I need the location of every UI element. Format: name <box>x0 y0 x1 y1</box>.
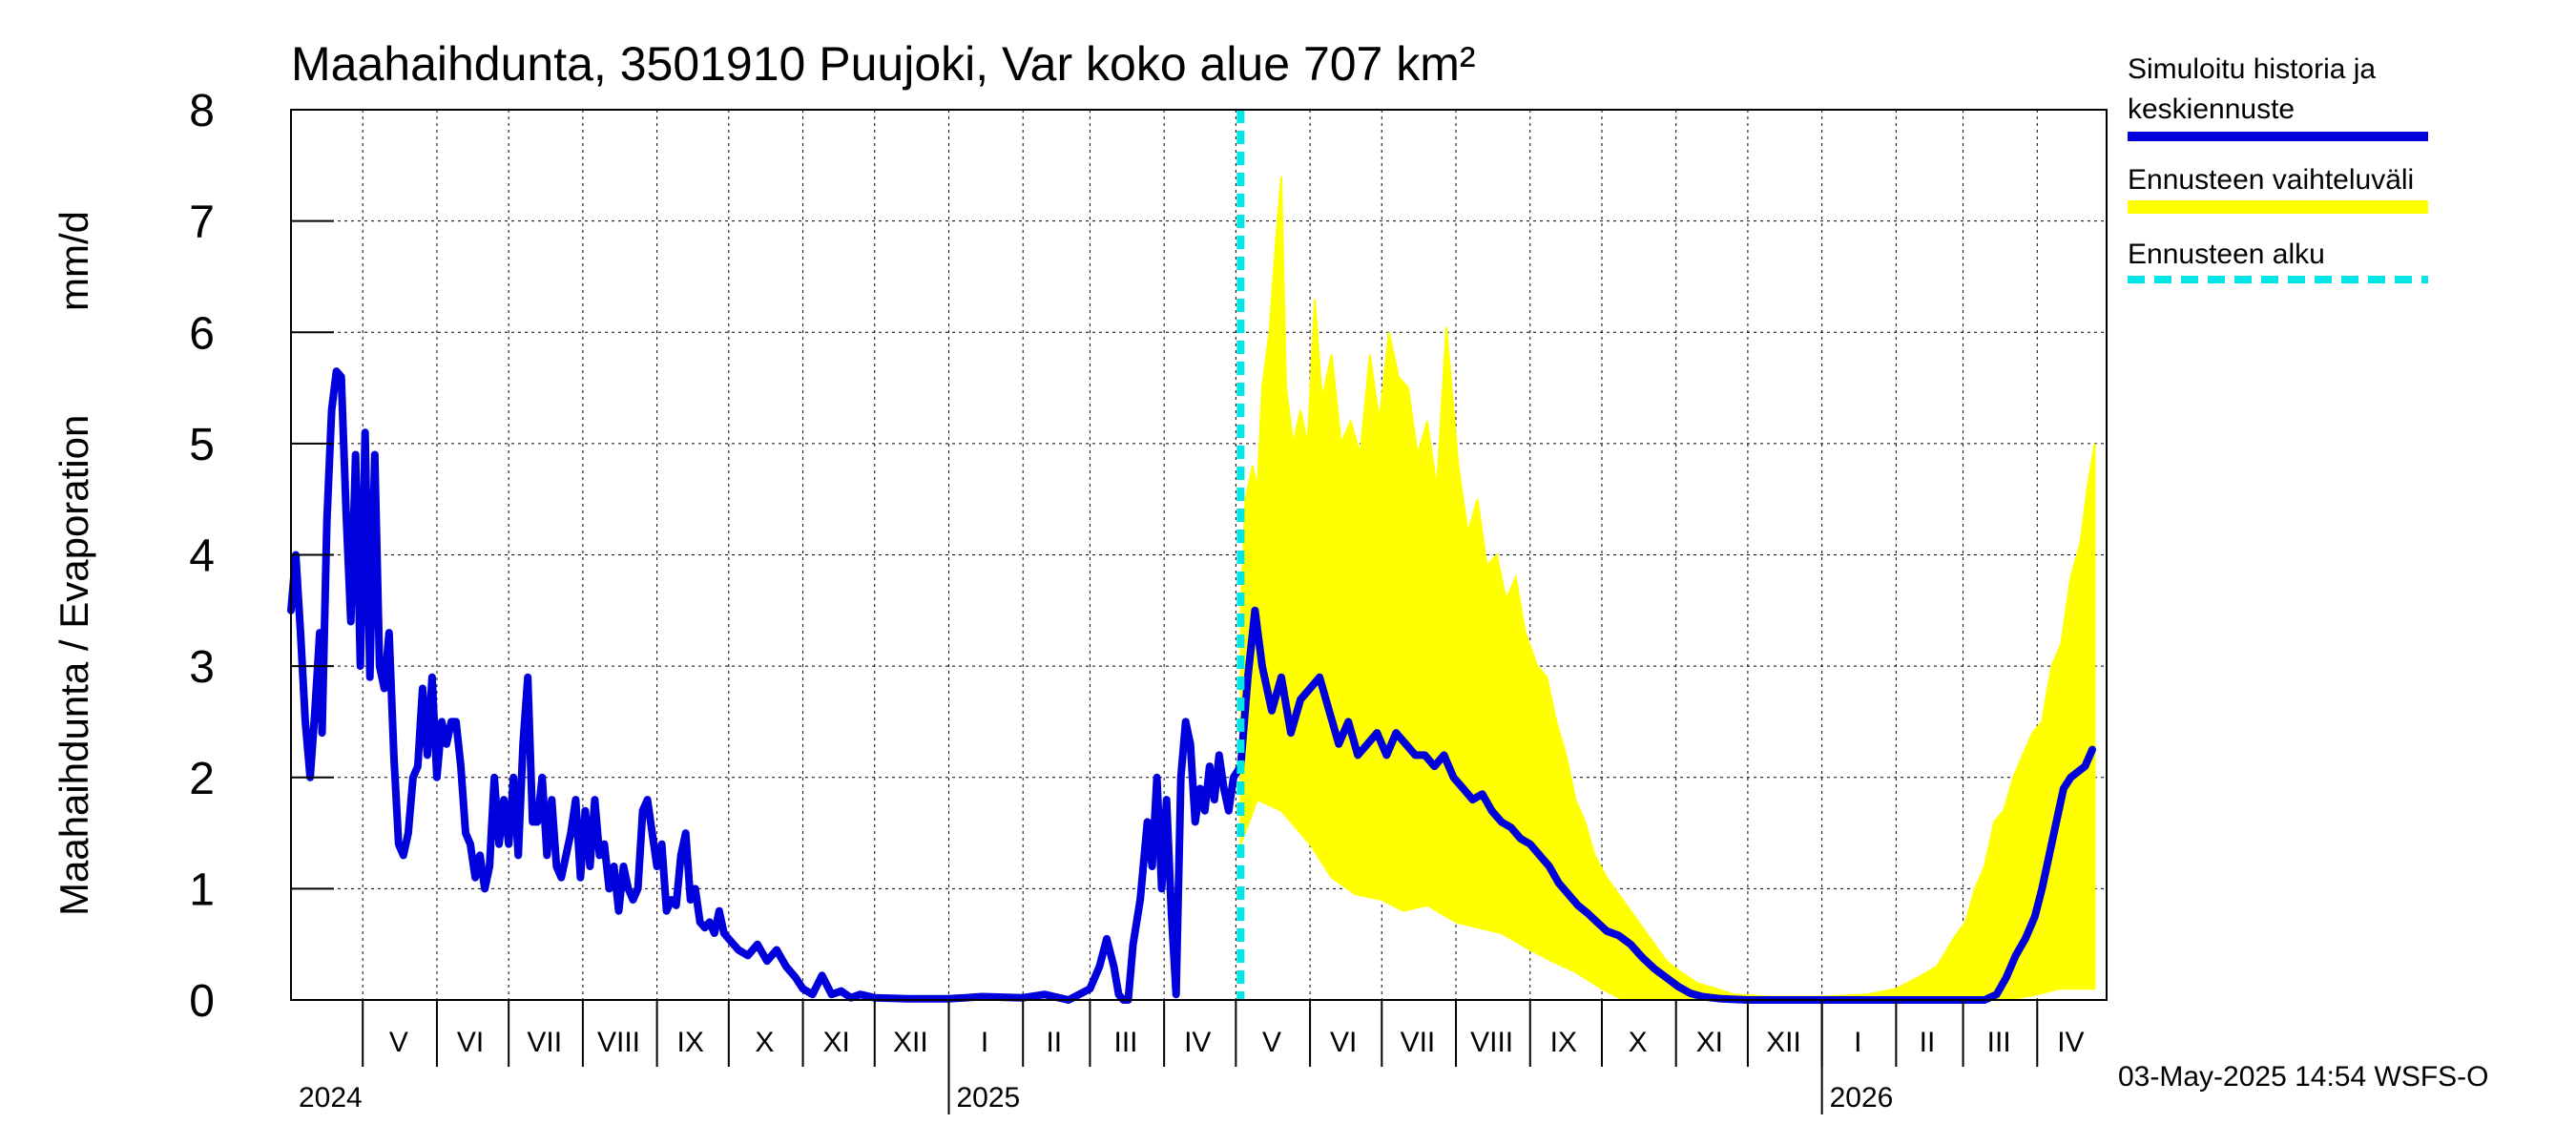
y-tick-label: 0 <box>189 976 215 1027</box>
x-month-label: VIII <box>1470 1027 1513 1058</box>
x-month-label: IX <box>677 1027 704 1058</box>
x-month-label: II <box>1046 1027 1062 1058</box>
x-month-label: III <box>1987 1027 2011 1058</box>
x-month-label: VII <box>1401 1027 1436 1058</box>
footer-timestamp: 03-May-2025 14:54 WSFS-O <box>2118 1061 2489 1093</box>
y-tick-label: 7 <box>189 198 215 248</box>
x-month-label: II <box>1920 1027 1936 1058</box>
forecast-range-band <box>1239 176 2096 1001</box>
forecast-range-area <box>1239 176 2096 1001</box>
y-tick-label: 3 <box>189 642 215 693</box>
legend-label-simulated-line1: Simuloitu historia ja <box>2128 53 2376 85</box>
legend-label-simulated-line2: keskiennuste <box>2128 94 2295 125</box>
legend: Simuloitu historia ja keskiennuste Ennus… <box>2128 53 2428 283</box>
x-month-label: XII <box>1766 1027 1801 1058</box>
simulated-series <box>287 367 2096 1004</box>
y-tick-label: 1 <box>189 864 215 915</box>
x-month-label: I <box>1854 1027 1861 1058</box>
x-axis: V VI VII VIII IX X XI XII I II III IV V VI VII VIII IX X X… <box>299 1000 2085 1114</box>
legend-label-forecast-start: Ennusteen alku <box>2128 239 2325 270</box>
x-month-label: VI <box>1330 1027 1357 1058</box>
x-month-label: V <box>389 1027 408 1058</box>
y-axis-unit: mm/d <box>52 211 96 311</box>
x-month-label: IV <box>2057 1027 2084 1058</box>
y-tick-label: 4 <box>189 531 215 582</box>
x-month-label: IX <box>1550 1027 1577 1058</box>
chart-title: Maahaihdunta, 3501910 Puujoki, Var koko … <box>291 37 1476 91</box>
simulated-series-line <box>287 367 2096 1004</box>
x-month-label: VI <box>457 1027 484 1058</box>
legend-label-range: Ennusteen vaihteluväli <box>2128 164 2414 196</box>
x-year-label: 2025 <box>956 1082 1020 1114</box>
x-month-label: XI <box>1696 1027 1723 1058</box>
x-month-label: V <box>1262 1027 1281 1058</box>
x-month-label: XI <box>822 1027 849 1058</box>
y-tick-label: 5 <box>189 420 215 470</box>
x-month-label: X <box>1629 1027 1648 1058</box>
x-month-label: VII <box>527 1027 562 1058</box>
x-month-label: VIII <box>597 1027 640 1058</box>
x-month-label: X <box>755 1027 774 1058</box>
x-month-label: I <box>981 1027 988 1058</box>
y-tick-label: 8 <box>189 86 215 136</box>
x-year-label: 2026 <box>1830 1082 1894 1114</box>
y-axis: 0 1 2 3 4 5 6 7 8 <box>189 86 334 1027</box>
y-tick-label: 6 <box>189 308 215 359</box>
y-axis-label: Maahaihdunta / Evaporation <box>52 415 96 916</box>
x-year-label: 2024 <box>299 1082 363 1114</box>
y-tick-label: 2 <box>189 754 215 804</box>
x-month-label: IV <box>1184 1027 1211 1058</box>
x-month-label: XII <box>893 1027 928 1058</box>
x-month-label: III <box>1114 1027 1138 1058</box>
